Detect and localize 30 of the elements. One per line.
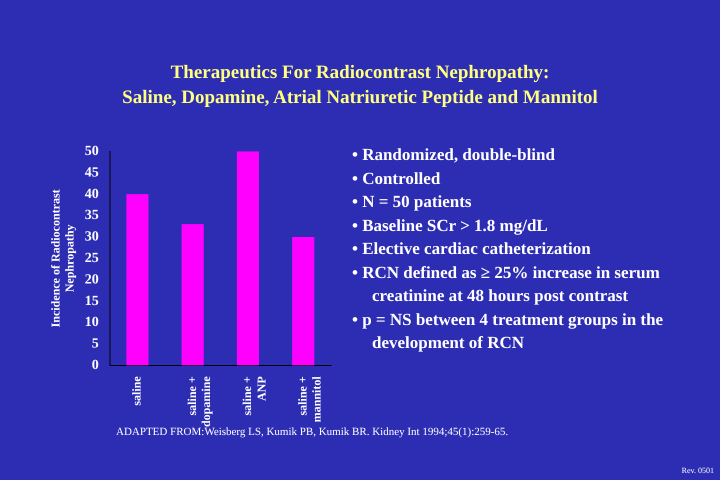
- text: • N = 50 patients: [352, 191, 473, 213]
- text: Rev. 0501: [682, 466, 714, 475]
- y-tick-label: 20: [84, 272, 99, 288]
- text: • p = NS between 4 treatment groups in the development of RCN: [352, 308, 664, 354]
- x-tick-label: saline + ANP: [240, 376, 268, 416]
- text: • Elective cardiac catheterization: [352, 238, 592, 260]
- y-tick-label: 30: [84, 230, 99, 245]
- y-tick-label: 45: [84, 165, 99, 180]
- x-tick-label: saline + mannitol: [295, 376, 324, 422]
- text: • RCN defined as ≥ 25% increase in serum creatinine at 48 hours post contrast: [352, 262, 661, 307]
- bar: [126, 194, 148, 366]
- y-tick-label: 0: [92, 358, 99, 373]
- y-axis-title: Incidence of Radiocontrast Nephropathy: [48, 189, 77, 328]
- bar: [236, 151, 259, 366]
- text: ADAPTED FROM:Weisberg LS, Kumik PB, Kumik BR. Kidney Int 1994;45(1):259-65.: [116, 426, 508, 438]
- y-tick-label: 35: [84, 208, 99, 224]
- text: • Randomized, double-blind: [352, 144, 556, 166]
- x-tick-label: saline + dopamine: [184, 376, 214, 428]
- y-tick-label: 25: [84, 250, 99, 266]
- y-tick-label: 50: [84, 144, 99, 160]
- y-tick-label: 15: [84, 294, 99, 309]
- bar: [292, 236, 314, 366]
- chart-title: Therapeutics For Radiocontrast Nephropathy: Saline, Dopamine, Atrial Natriuretic Peptide and Mannitol: [121, 61, 599, 110]
- x-tick-label: saline: [130, 376, 144, 406]
- y-tick-label: 40: [84, 186, 99, 202]
- y-tick-label: 10: [84, 315, 99, 330]
- text: • Controlled: [352, 168, 442, 190]
- bar: [182, 224, 204, 366]
- text: • Baseline SCr > 1.8 mg/dL: [352, 214, 549, 237]
- y-tick-label: 5: [92, 336, 99, 352]
